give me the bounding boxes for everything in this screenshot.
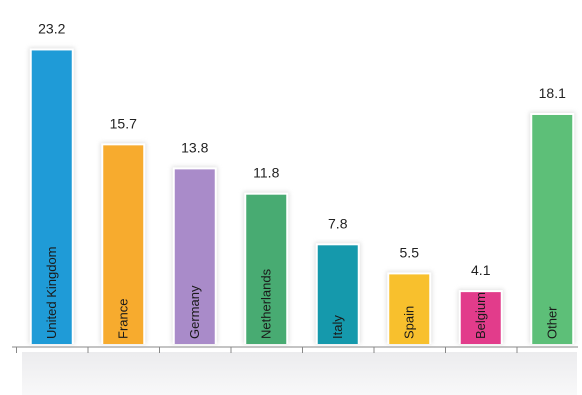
value-label-spain: 5.5: [400, 244, 420, 260]
bar-other: [532, 114, 573, 345]
category-label-germany: Germany: [187, 285, 202, 339]
value-label-netherlands: 11.8: [253, 165, 279, 181]
category-label-netherlands: Netherlands: [258, 268, 273, 339]
value-label-united-kingdom: 23.2: [38, 20, 65, 36]
category-label-united-kingdom: United Kingdom: [44, 247, 59, 340]
bar-spain: [389, 274, 430, 344]
axis-footer-band: [22, 352, 577, 395]
bar-france: [103, 145, 144, 344]
category-label-spain: Spain: [401, 306, 416, 339]
value-label-france: 15.7: [110, 115, 137, 131]
value-labels: 23.2 15.7 13.8 11.8 7.8 5.5 4.1 18.1: [38, 20, 566, 278]
bar-united-kingdom: [31, 50, 72, 345]
value-label-italy: 7.8: [328, 215, 348, 231]
bar-belgium: [460, 292, 501, 344]
value-label-other: 18.1: [539, 85, 566, 101]
category-label-belgium: Belgium: [473, 292, 488, 339]
bar-netherlands: [246, 194, 287, 344]
value-label-germany: 13.8: [181, 139, 208, 155]
bars-layer: [28, 47, 576, 345]
category-labels: United Kingdom France Germany Netherlands It…: [44, 247, 560, 340]
bar-germany: [174, 169, 215, 344]
x-axis-ticks: [16, 347, 518, 353]
bar-italy: [317, 245, 358, 344]
value-label-belgium: 4.1: [471, 262, 491, 278]
category-label-other: Other: [544, 306, 559, 339]
category-label-france: France: [115, 299, 130, 339]
category-label-italy: Italy: [330, 315, 345, 339]
